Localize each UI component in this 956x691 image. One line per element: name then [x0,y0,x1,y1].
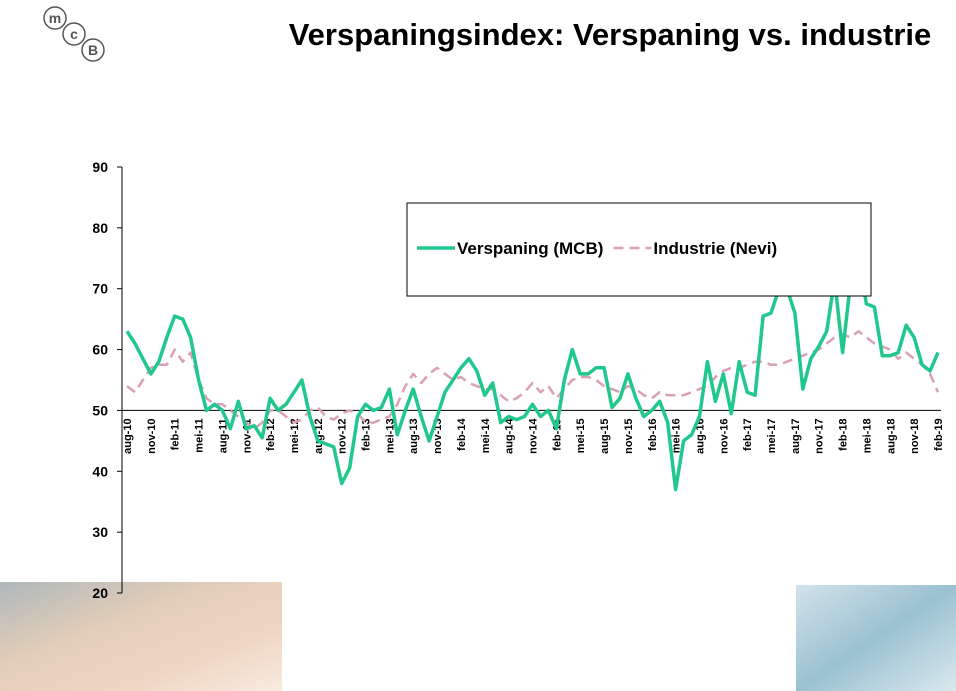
y-tick-label: 50 [92,402,108,418]
x-tick-label: nov-18 [909,418,921,453]
y-tick-label: 20 [92,585,108,601]
x-tick-label: mei-14 [480,418,492,454]
line-series [127,331,938,428]
y-tick-label: 70 [92,281,108,297]
x-tick-label: feb-14 [456,418,468,451]
x-tick-label: aug-18 [885,418,897,453]
x-tick-label: feb-17 [742,418,754,450]
x-tick-label: nov-17 [814,418,826,453]
logo-letter: B [88,42,98,58]
x-tick-label: aug-15 [599,418,611,453]
x-tick-label: feb-11 [170,418,182,450]
photo-right [796,585,956,691]
x-tick-label: aug-17 [790,418,802,453]
logo-letter: m [49,10,61,26]
x-tick-label: mei-17 [766,418,778,453]
x-tick-label: feb-12 [265,418,277,450]
x-tick-label: feb-16 [647,418,659,450]
logo-letter: c [70,26,78,42]
y-tick-label: 90 [92,159,108,175]
slide: m c B 20 30 40 50 60 70 80 90 aug-10 nov-10 feb-11… [0,0,956,691]
x-tick-label: feb-19 [933,418,945,450]
x-tick-label: feb-18 [838,418,850,450]
x-tick-label: nov-14 [528,418,540,454]
chart-title: Verspaningsindex: Verspaning vs. industr… [250,12,956,58]
x-tick-label: nov-16 [718,418,730,453]
y-tick-label: 60 [92,342,108,358]
chart: m c B 20 30 40 50 60 70 80 90 aug-10 nov-10 feb-11… [0,0,956,691]
x-tick-label: mei-18 [861,418,873,453]
legend-label: Verspaning (MCB) [457,239,603,258]
y-tick-label: 30 [92,524,108,540]
x-tick-label: aug-13 [408,418,420,453]
x-tick-label: aug-14 [504,418,516,454]
photo-left [0,582,282,691]
x-tick-label: nov-12 [337,418,349,453]
x-tick-label: aug-10 [122,418,134,453]
y-tick-label: 40 [92,463,108,479]
x-tick-label: mei-12 [289,418,301,453]
x-tick-label: mei-11 [194,418,206,452]
x-tick-label: mei-15 [575,418,587,453]
x-tick-label: nov-15 [623,418,635,453]
legend-label: Industrie (Nevi) [653,239,777,258]
x-tick-label: nov-10 [146,418,158,453]
y-tick-label: 80 [92,220,108,236]
